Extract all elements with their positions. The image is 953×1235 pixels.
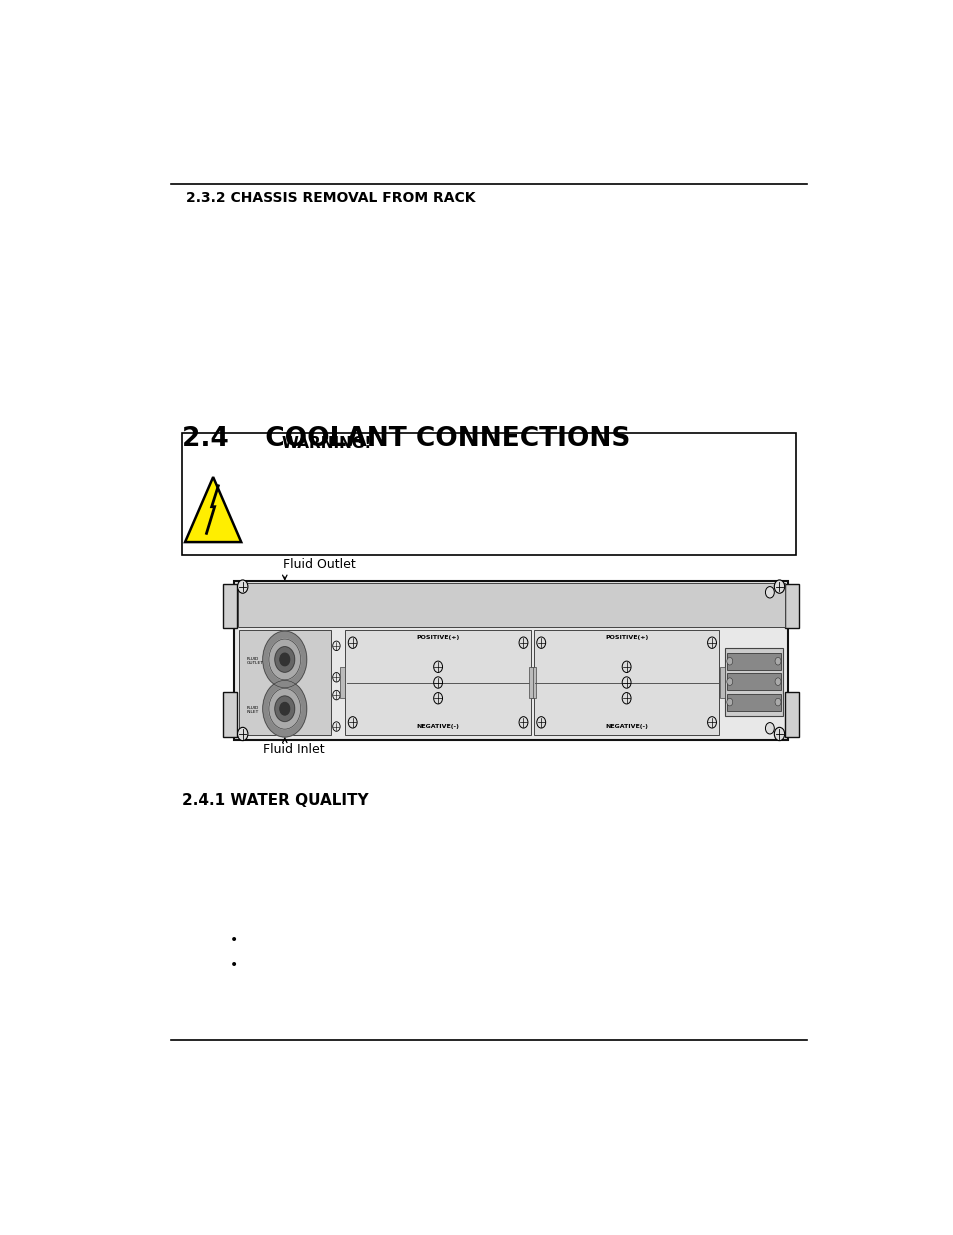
- Bar: [223, 584, 236, 629]
- Circle shape: [726, 678, 732, 685]
- Circle shape: [279, 653, 290, 666]
- Text: WARNING!: WARNING!: [281, 436, 371, 451]
- Bar: [233, 580, 787, 740]
- Bar: [340, 667, 344, 698]
- Bar: [726, 673, 781, 690]
- Circle shape: [269, 688, 300, 729]
- Circle shape: [764, 587, 774, 598]
- Bar: [726, 652, 781, 669]
- Text: POSITIVE(+): POSITIVE(+): [416, 635, 459, 640]
- Circle shape: [774, 678, 781, 685]
- Text: FLUID
INLET: FLUID INLET: [246, 706, 258, 715]
- Text: Fluid Outlet: Fluid Outlet: [283, 558, 355, 572]
- Text: 2.4    COOLANT CONNECTIONS: 2.4 COOLANT CONNECTIONS: [182, 426, 630, 452]
- Bar: [345, 630, 530, 735]
- Bar: [726, 694, 781, 710]
- Text: FLUID
OUTLET: FLUID OUTLET: [246, 657, 263, 666]
- Text: Fluid Inlet: Fluid Inlet: [263, 742, 325, 756]
- Bar: [534, 630, 719, 735]
- Circle shape: [774, 580, 783, 593]
- Bar: [528, 667, 533, 698]
- Text: NEGATIVE(-): NEGATIVE(-): [604, 724, 647, 729]
- Bar: [784, 693, 798, 737]
- Bar: [784, 584, 798, 629]
- Text: 2.4.1 WATER QUALITY: 2.4.1 WATER QUALITY: [182, 793, 368, 808]
- Circle shape: [774, 698, 781, 706]
- Text: 2.3.2 CHASSIS REMOVAL FROM RACK: 2.3.2 CHASSIS REMOVAL FROM RACK: [186, 191, 475, 205]
- Text: •: •: [230, 958, 237, 972]
- Circle shape: [237, 727, 248, 741]
- Circle shape: [262, 631, 307, 688]
- Circle shape: [279, 703, 290, 715]
- Text: POSITIVE(+): POSITIVE(+): [604, 635, 648, 640]
- Bar: [720, 667, 724, 698]
- Text: NEGATIVE(-): NEGATIVE(-): [416, 724, 459, 729]
- Bar: [724, 648, 782, 716]
- Circle shape: [262, 680, 307, 737]
- Bar: [531, 667, 536, 698]
- Text: •: •: [230, 932, 237, 947]
- Bar: [237, 583, 783, 627]
- Circle shape: [269, 638, 300, 679]
- Circle shape: [726, 698, 732, 706]
- Bar: [223, 693, 236, 737]
- Circle shape: [774, 727, 783, 741]
- Bar: [182, 433, 795, 556]
- Bar: [239, 630, 330, 735]
- Circle shape: [274, 697, 294, 721]
- Circle shape: [726, 657, 732, 664]
- Circle shape: [237, 580, 248, 593]
- Circle shape: [774, 657, 781, 664]
- Polygon shape: [185, 477, 241, 542]
- Circle shape: [274, 647, 294, 672]
- Circle shape: [764, 722, 774, 734]
